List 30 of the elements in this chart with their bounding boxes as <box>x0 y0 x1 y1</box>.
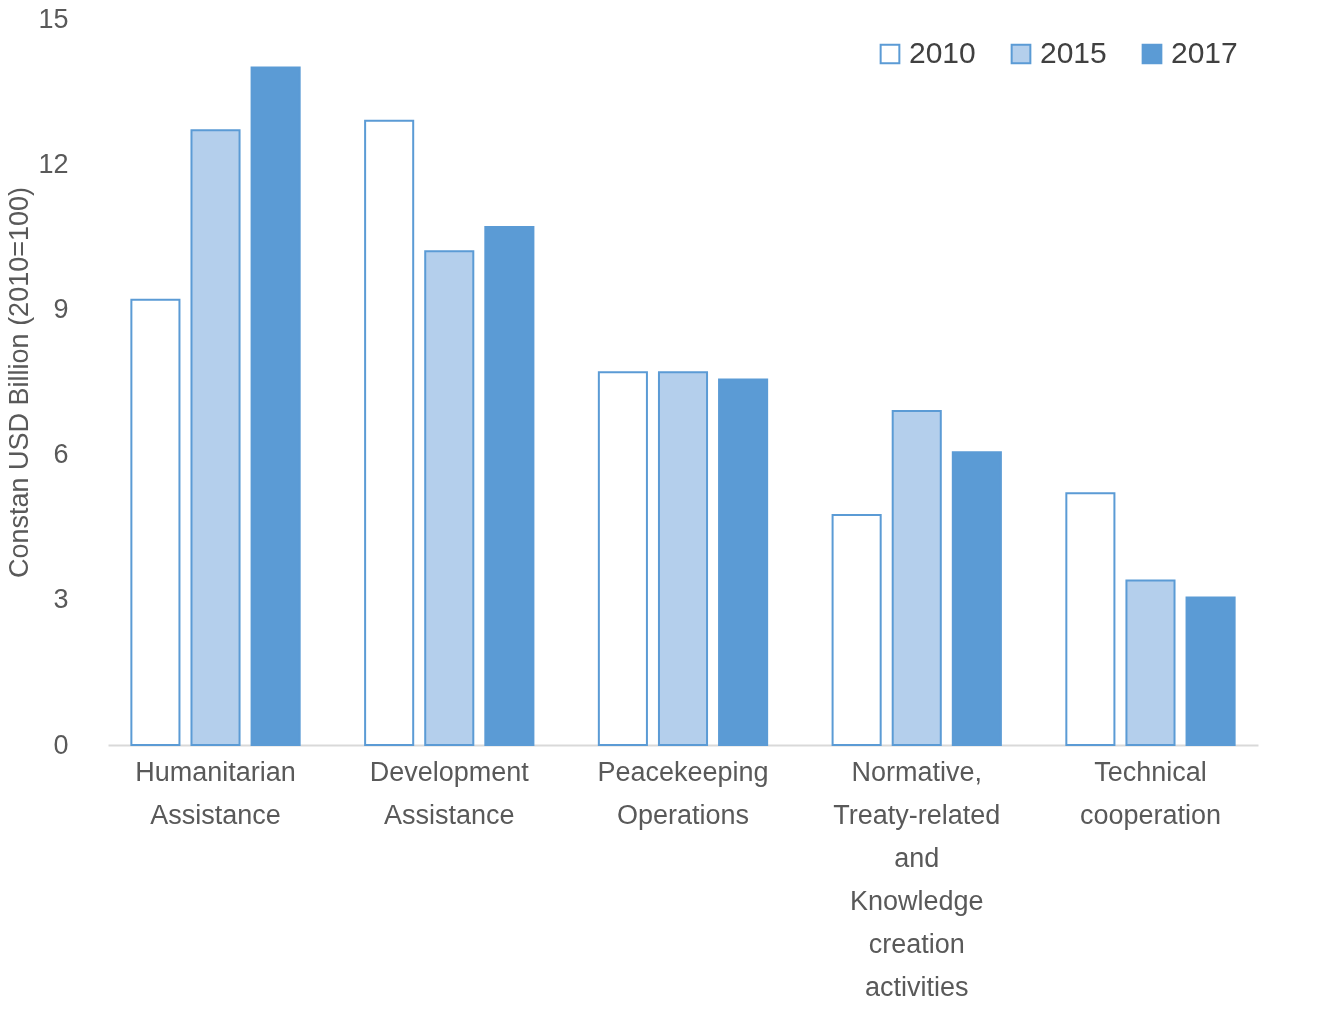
y-tick-label: 6 <box>53 439 69 470</box>
legend-label: 2010 <box>909 36 976 69</box>
y-tick-label: 15 <box>38 3 69 34</box>
bar <box>364 119 415 746</box>
x-tick-label: Normative, Treaty-related and Knowledge creation activities <box>833 756 1001 1002</box>
y-tick-label: 3 <box>53 584 69 615</box>
bar <box>597 371 648 746</box>
bar <box>657 371 709 746</box>
y-tick-label: 9 <box>53 293 69 324</box>
x-tick-label: Peacekeeping Operations <box>597 756 769 830</box>
bar <box>891 410 942 746</box>
x-tick-label: Humanitarian Assistance <box>135 756 296 830</box>
x-tick-label: Development Assistance <box>369 756 530 830</box>
bar <box>951 451 1002 746</box>
bar <box>718 378 769 746</box>
bar <box>1065 492 1116 746</box>
bar <box>1185 596 1236 746</box>
y-tick-label: 0 <box>53 729 69 760</box>
bar <box>424 250 475 746</box>
bar <box>190 129 241 746</box>
bar <box>130 298 181 746</box>
y-tick-label: 12 <box>38 148 69 179</box>
bar <box>831 514 882 746</box>
legend-label: 2015 <box>1040 36 1107 69</box>
x-tick-label: Technical cooperation <box>1079 756 1222 830</box>
bar <box>1125 579 1176 746</box>
legend-label: 2017 <box>1171 36 1238 69</box>
bar <box>250 66 301 746</box>
bar <box>484 226 535 746</box>
y-axis-title: Constan USD Billion (2010=100) <box>4 187 35 578</box>
